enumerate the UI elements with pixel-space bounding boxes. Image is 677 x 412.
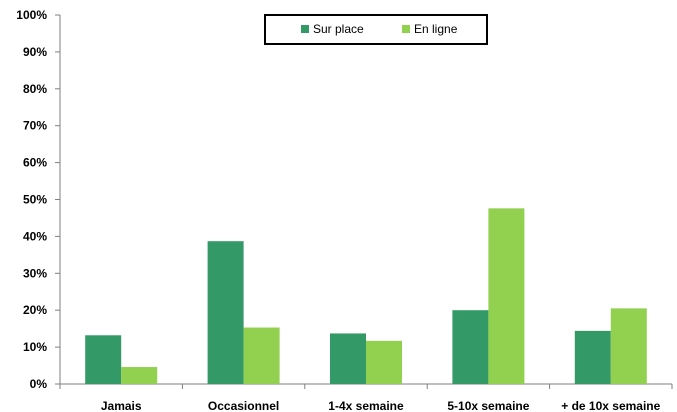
legend-label-sur-place: Sur place [313,22,364,36]
bar-en-ligne [121,367,158,384]
bar-en-ligne [610,308,647,384]
bar-en-ligne [366,340,402,384]
y-tick-label: 40% [23,229,47,243]
y-tick-label: 50% [23,193,47,207]
bar-sur-place [85,335,122,384]
x-tick-label: 1-4x semaine [328,399,404,412]
legend-swatch-en-ligne [402,25,410,33]
y-tick-label: 0% [30,377,48,391]
x-axis: Jamais Occasionnel 1-4x semaine 5-10x semai… [59,383,673,412]
y-tick-label: 60% [23,156,47,170]
bars [85,208,647,384]
x-tick-label: Jamais [101,399,142,412]
y-tick-label: 80% [23,82,47,96]
bar-en-ligne [243,327,280,384]
bar-sur-place [452,310,489,384]
y-axis: 0% 10% 20% 30% 40% 50% 60% 70% 80% 90% 100% [16,8,61,391]
x-tick-label: Occasionnel [208,399,279,412]
bar-sur-place [574,330,611,384]
y-tick-label: 20% [23,303,47,317]
x-tick-label: 5-10x semaine [447,399,529,412]
y-tick-label: 10% [23,340,47,354]
legend: Sur place En ligne [264,14,488,45]
y-tick-label: 90% [23,45,47,59]
bar-sur-place [330,333,366,384]
y-tick-label: 100% [16,8,47,22]
bar-en-ligne [488,208,525,384]
y-tick-label: 70% [23,119,47,133]
bar-sur-place [207,241,244,384]
legend-swatch-sur-place [301,25,309,33]
x-tick-label: + de 10x semaine [561,399,660,412]
y-tick-label: 30% [23,266,47,280]
legend-label-en-ligne: En ligne [414,22,458,36]
